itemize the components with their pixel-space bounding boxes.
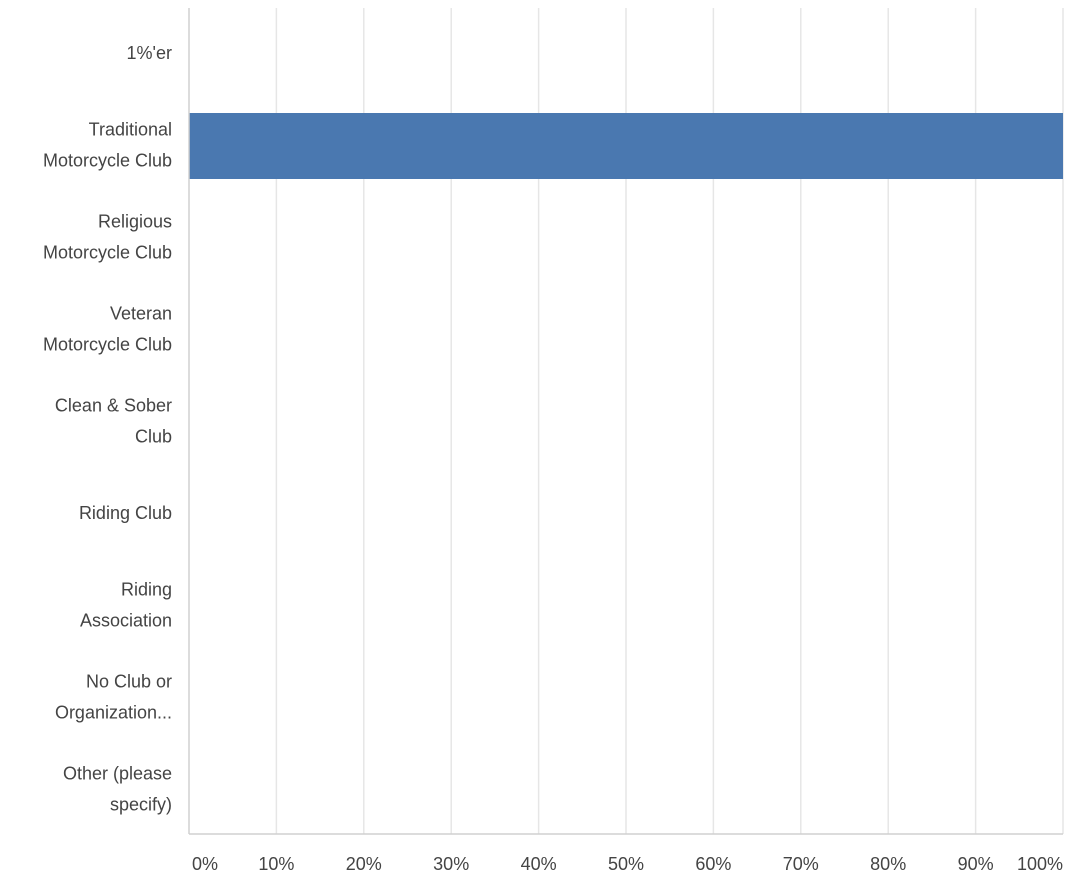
x-tick-label: 10% [258, 854, 294, 874]
bars [189, 113, 1063, 179]
category-label-line: Club [135, 426, 172, 446]
category-label: Other (please specify) [63, 763, 172, 814]
axes [188, 8, 1063, 835]
category-label: Clean & Sober Club [55, 395, 172, 446]
category-label: Riding Club [79, 503, 172, 523]
category-label: Traditional Motorcycle Club [43, 119, 172, 170]
category-label-line: Motorcycle Club [43, 150, 172, 170]
category-label-line: Riding Club [79, 503, 172, 523]
category-label-line: Riding [121, 579, 172, 599]
category-label: Riding Association [80, 579, 172, 630]
bar[interactable] [189, 113, 1063, 179]
category-label: No Club or Organization... [55, 671, 172, 722]
category-label-line: Clean & Sober [55, 395, 172, 415]
category-label-line: specify) [110, 794, 172, 814]
category-label: Veteran Motorcycle Club [43, 303, 172, 354]
x-tick-labels: 0% 10% 20% 30% 40% 50% 60% 70% 80% 90% 100% [192, 854, 1063, 874]
category-label-line: Motorcycle Club [43, 334, 172, 354]
category-label-line: 1%'er [127, 43, 172, 63]
x-tick-label: 90% [958, 854, 994, 874]
category-label-line: Organization... [55, 702, 172, 722]
x-tick-label: 50% [608, 854, 644, 874]
category-label-line: Veteran [110, 303, 172, 323]
x-tick-label: 70% [783, 854, 819, 874]
category-label: Religious Motorcycle Club [43, 211, 172, 262]
x-tick-label: 20% [346, 854, 382, 874]
x-tick-label: 40% [521, 854, 557, 874]
category-label-line: Motorcycle Club [43, 242, 172, 262]
x-tick-label: 80% [870, 854, 906, 874]
category-label-line: No Club or [86, 671, 172, 691]
x-tick-label: 100% [1017, 854, 1063, 874]
category-label-line: Traditional [89, 119, 172, 139]
category-label-line: Religious [98, 211, 172, 231]
x-tick-label: 0% [192, 854, 218, 874]
category-label-line: Association [80, 610, 172, 630]
category-label: 1%'er [127, 43, 172, 63]
x-tick-label: 60% [695, 854, 731, 874]
x-tick-label: 30% [433, 854, 469, 874]
category-label-line: Other (please [63, 763, 172, 783]
